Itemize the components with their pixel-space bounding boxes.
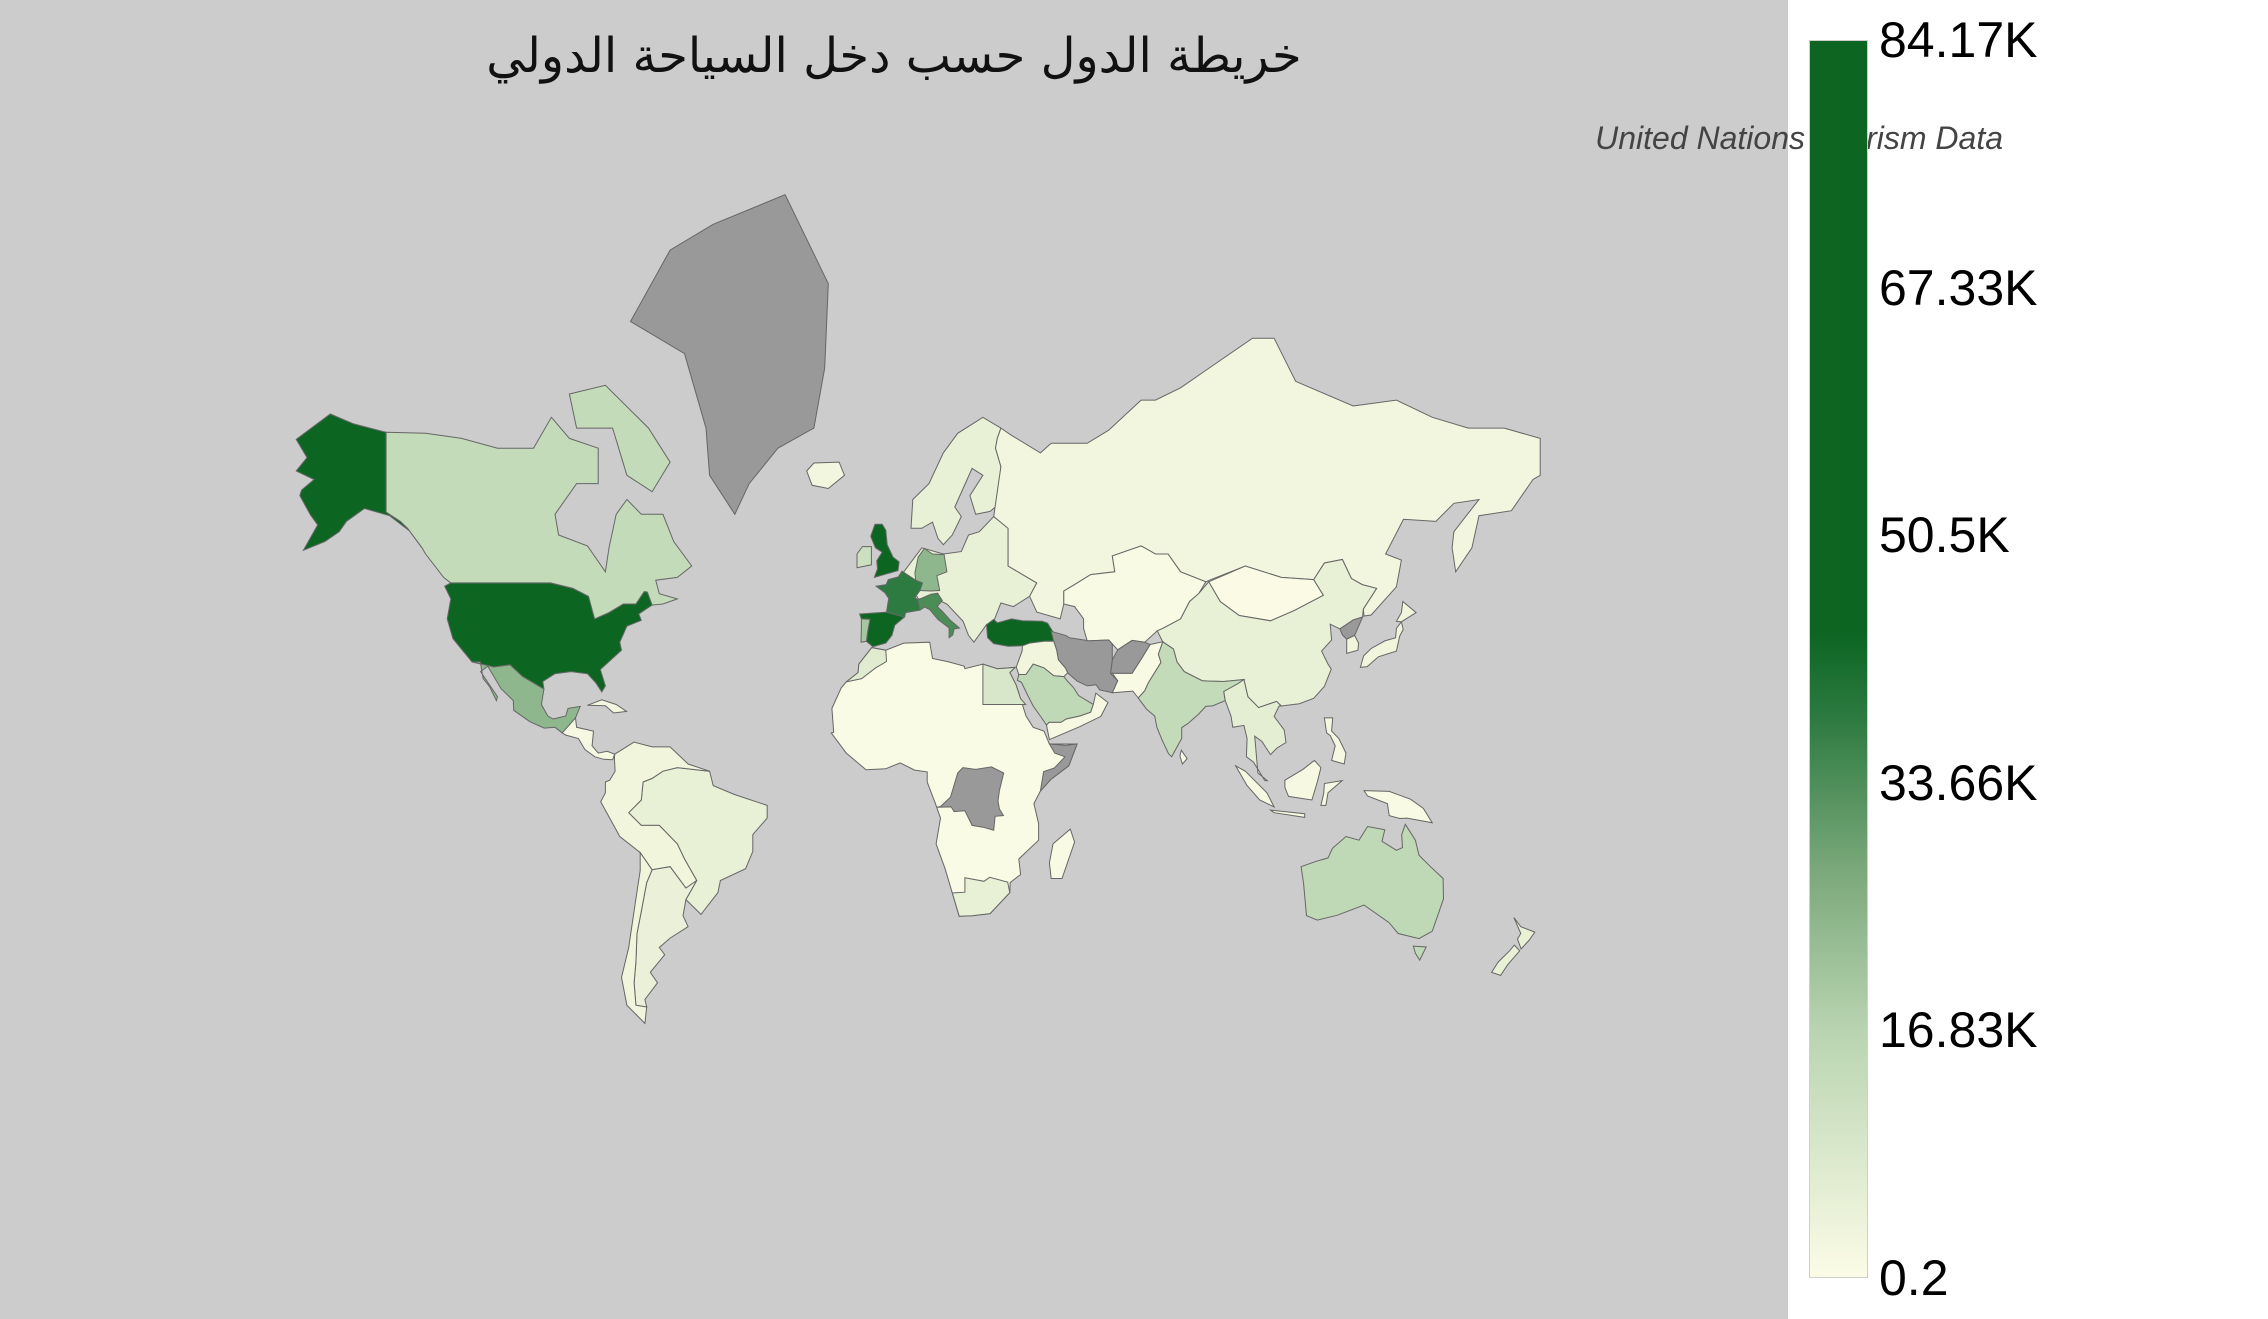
map-subtitle: United Nations Tourism Data <box>1595 120 2003 156</box>
country-southeast-asia[interactable]: Southeast Asia <box>1223 678 1287 782</box>
world-map: United StatesAlaska (United States)Canad… <box>295 194 1541 1025</box>
colorbar-tick-label: 16.83K <box>1879 1002 2038 1059</box>
country-mexico[interactable]: Mexico <box>471 661 582 734</box>
colorbar-tick-label: 33.66K <box>1879 754 2038 811</box>
country-cuba[interactable]: Cuba <box>587 699 629 714</box>
country-new-zealand-north[interactable]: New Zealand North <box>1513 917 1536 950</box>
country-canadian-arctic-islands[interactable]: Canadian Arctic Islands <box>568 384 671 493</box>
country-central-america[interactable]: Central America <box>561 716 616 761</box>
country-northern-south-america[interactable]: Northern South America <box>600 741 710 889</box>
country-tasmania-australia[interactable]: Tasmania (Australia) <box>1412 945 1427 962</box>
country-borneo[interactable]: Borneo <box>1284 759 1322 801</box>
country-yemen-and-oman[interactable]: Yemen and Oman <box>1045 692 1109 741</box>
country-sumatra[interactable]: Sumatra <box>1234 764 1276 808</box>
country-greenland[interactable]: Greenland <box>629 194 829 516</box>
country-ireland[interactable]: Ireland <box>856 546 872 569</box>
country-sulawesi[interactable]: Sulawesi <box>1320 779 1344 806</box>
country-egypt[interactable]: Egypt <box>982 663 1027 705</box>
country-hokkaido-japan[interactable]: Hokkaido (Japan) <box>1395 600 1417 623</box>
country-italy[interactable]: Italy <box>917 592 961 639</box>
colorbar-tick-label: 84.17K <box>1879 12 2038 68</box>
country-sri-lanka[interactable]: Sri Lanka <box>1179 748 1188 766</box>
country-scandinavia[interactable]: Scandinavia <box>910 416 1006 546</box>
map-title: خريطة الدول حسب دخل السياحة الدولي <box>486 28 1302 84</box>
country-afghanistan[interactable]: Afghanistan <box>1109 639 1151 674</box>
country-eastern-europe[interactable]: Eastern Europe <box>903 515 1038 644</box>
country-germany[interactable]: Germany <box>914 547 948 592</box>
colorbar <box>1809 40 1868 1278</box>
country-new-guinea[interactable]: New Guinea <box>1363 790 1434 824</box>
country-portugal[interactable]: Portugal <box>860 618 871 643</box>
country-madagascar[interactable]: Madagascar <box>1048 828 1076 879</box>
country-united-kingdom[interactable]: United Kingdom <box>870 523 900 579</box>
country-philippines[interactable]: Philippines <box>1323 717 1347 765</box>
country-java[interactable]: Java <box>1268 809 1306 818</box>
country-morocco[interactable]: Morocco <box>845 647 888 683</box>
country-new-zealand-south[interactable]: New Zealand South <box>1490 944 1521 976</box>
country-chile[interactable]: Chile <box>620 850 653 1025</box>
colorbar-tick-label: 67.33K <box>1879 259 2038 316</box>
colorbar-tick-label: 0.2 <box>1879 1250 1949 1306</box>
country-north-korea[interactable]: North Korea <box>1339 616 1364 640</box>
country-canada[interactable]: Canada <box>385 416 693 620</box>
country-somalia[interactable]: Somalia <box>1039 743 1078 793</box>
country-iceland[interactable]: Iceland <box>806 461 846 490</box>
colorbar-tick-label: 50.5K <box>1879 507 2010 564</box>
country-democratic-republic-of-the-congo[interactable]: Democratic Republic of the Congo <box>936 766 1005 831</box>
country-australia[interactable]: Australia <box>1300 823 1445 940</box>
country-japan[interactable]: Japan <box>1359 620 1404 668</box>
country-south-africa[interactable]: South Africa <box>951 876 1011 917</box>
